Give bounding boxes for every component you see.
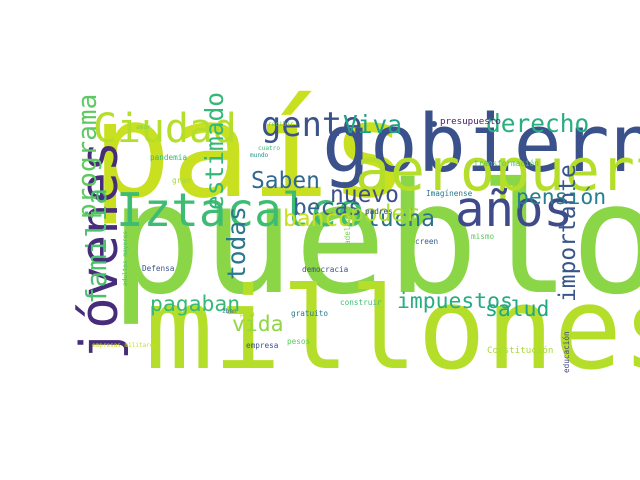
word-16: importante <box>555 164 581 302</box>
word-36: Defensa <box>142 264 174 273</box>
word-2: millones <box>145 263 640 395</box>
word-3: gobierno <box>322 97 640 190</box>
word-10: familia <box>81 188 113 304</box>
word-40: amor <box>136 124 151 131</box>
word-27: salud <box>485 297 549 322</box>
word-5: jóvenes <box>70 141 130 360</box>
word-33: mismo <box>471 232 495 241</box>
word-20: nuevo <box>330 182 399 208</box>
word-31: padres <box>365 207 393 216</box>
word-12: estimado <box>200 92 229 210</box>
word-15: todas <box>222 206 251 280</box>
cloud-background <box>80 117 572 364</box>
word-1: país <box>92 75 409 228</box>
word-49: empresa <box>246 341 278 350</box>
word-41: recibir <box>268 121 294 128</box>
word-34: creen <box>415 237 438 246</box>
dot-mark <box>431 121 437 127</box>
word-52: empresas militares <box>92 342 157 349</box>
word-44: iban <box>222 308 237 315</box>
word-45: paga <box>240 311 255 318</box>
word-0: pueblo <box>110 151 640 329</box>
word-43: mundo <box>250 152 269 159</box>
word-38: pandemia <box>150 153 187 162</box>
word-37: adultos mayores <box>122 231 129 286</box>
word-29: transformación <box>474 159 539 168</box>
word-24: vida <box>232 312 284 337</box>
word-4: aeropuerto <box>355 136 640 204</box>
word-25: pagaban <box>150 292 240 317</box>
word-14: Viva <box>343 110 402 139</box>
word-22: poder <box>350 201 419 227</box>
word-50: Constitución <box>487 345 553 356</box>
word-6: años <box>455 181 573 238</box>
word-8: Ciudad <box>93 106 237 152</box>
word-19: banco <box>283 206 352 232</box>
word-32: adelante <box>343 208 352 245</box>
word-26: impuestos <box>397 289 513 314</box>
word-21: lucha <box>366 206 435 232</box>
word-51: educación <box>562 331 571 373</box>
word-35: democracia <box>302 265 348 274</box>
word-46: gratuito <box>291 309 328 318</box>
word-23: pensión <box>516 185 606 210</box>
word-11: programa <box>73 94 103 219</box>
word-17: Saben <box>251 168 320 194</box>
word-30: Imagínense <box>426 189 473 198</box>
word-13: derecho <box>486 109 589 138</box>
word-9: gente <box>261 105 362 144</box>
word-28: presupuesto <box>440 116 501 127</box>
word-42: cuatro <box>258 145 280 152</box>
word-47: construir <box>340 298 382 307</box>
word-18: becas <box>293 195 362 221</box>
word-39: gran <box>172 176 191 185</box>
word-7: Iztacalco <box>116 183 365 237</box>
word-48: pesos <box>287 337 310 346</box>
